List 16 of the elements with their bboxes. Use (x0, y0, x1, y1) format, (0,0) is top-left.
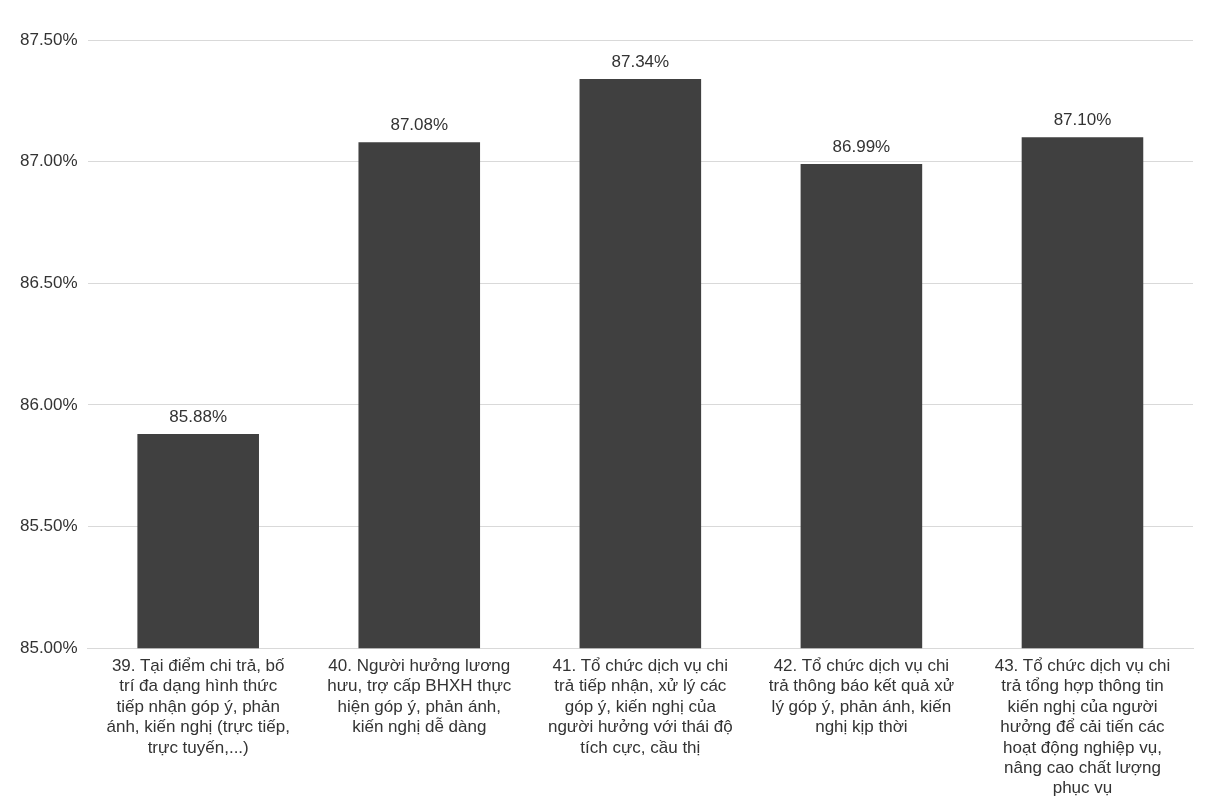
y-tick-label: 85.00% (19, 637, 78, 657)
x-tick-label: 43. Tổ chức dịch vụ chi trả tổng hợp thông tin kiến nghị của người hưởng để cải tiến các hoạt động nghiệp vụ, nâng cao chất lượng phục vụ (994, 656, 1171, 798)
y-tick-label: 87.00% (19, 151, 78, 171)
data-label: 86.99% (832, 137, 891, 157)
y-tick-label: 86.50% (19, 272, 78, 292)
data-label: 87.10% (1053, 110, 1112, 130)
y-tick-label: 87.50% (19, 29, 78, 49)
y-tick-label: 86.00% (19, 394, 78, 414)
data-label: 87.08% (390, 115, 449, 135)
x-tick-label: 41. Tổ chức dịch vụ chi trả tiếp nhận, xử lý các góp ý, kiến nghị của người hưởng với thái độ tích cực, cầu thị (547, 656, 733, 757)
y-tick-label: 85.50% (19, 516, 78, 536)
x-tick-label: 40. Người hưởng lương hưu, trợ cấp BHXH thực hiện góp ý, phản ánh, kiến nghị dễ dàng (327, 656, 512, 737)
data-label: 87.34% (611, 52, 670, 72)
data-label: 85.88% (169, 407, 228, 427)
x-tick-label: 42. Tổ chức dịch vụ chi trả thông báo kết quả xử lý góp ý, phản ánh, kiến nghị kịp thời (768, 656, 955, 737)
x-tick-label: 39. Tại điểm chi trả, bố trí đa dạng hình thức tiếp nhận góp ý, phản ánh, kiến nghị (trực tiếp, trực tuyến,...) (106, 656, 290, 757)
